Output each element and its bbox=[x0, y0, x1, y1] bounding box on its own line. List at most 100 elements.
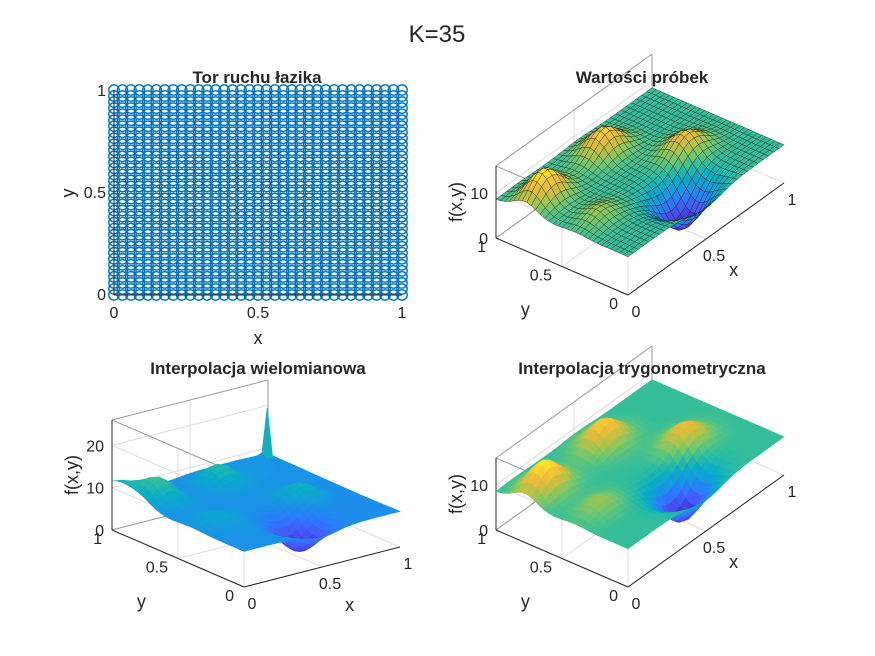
scatter-point bbox=[387, 210, 400, 223]
scatter-point bbox=[379, 114, 391, 127]
scatter-point bbox=[125, 258, 137, 271]
scatter-point bbox=[150, 156, 163, 169]
scatter-point bbox=[396, 216, 408, 229]
scatter-point bbox=[141, 96, 154, 108]
scatter-point bbox=[302, 108, 315, 121]
scatter-point bbox=[294, 84, 307, 96]
scatter-point bbox=[243, 258, 256, 271]
scatter-point bbox=[302, 271, 315, 283]
scatter-point bbox=[336, 192, 349, 205]
scatter-point bbox=[336, 186, 349, 199]
scatter-point bbox=[201, 138, 214, 151]
scatter-point bbox=[125, 234, 137, 247]
scatter-point bbox=[192, 186, 205, 199]
scatter-point bbox=[184, 84, 197, 96]
scatter-point bbox=[345, 132, 358, 145]
scatter-point bbox=[175, 132, 188, 145]
scatter-point bbox=[260, 252, 273, 265]
scatter-point bbox=[319, 180, 332, 193]
scatter-point bbox=[116, 144, 129, 157]
scatter-point bbox=[285, 277, 298, 289]
scatter-point bbox=[396, 150, 408, 163]
scatter-point bbox=[167, 222, 180, 235]
scatter-point bbox=[175, 277, 188, 289]
scatter-point bbox=[201, 283, 214, 295]
scatter-point bbox=[353, 120, 366, 133]
scatter-point bbox=[167, 216, 180, 229]
scatter-point bbox=[387, 271, 400, 283]
scatter-point bbox=[133, 283, 146, 295]
y-tick-label: 1 bbox=[93, 531, 102, 548]
scatter-point bbox=[345, 222, 358, 235]
scatter-point bbox=[141, 216, 154, 229]
scatter-point bbox=[167, 126, 180, 139]
scatter-point bbox=[370, 156, 383, 169]
scatter-point bbox=[116, 258, 129, 271]
scatter-point bbox=[379, 102, 391, 114]
x-tick-label: 0.5 bbox=[703, 248, 725, 265]
scatter-point bbox=[362, 264, 375, 277]
y-axis-label: y bbox=[521, 300, 530, 320]
scatter-point bbox=[396, 198, 408, 211]
scatter-point bbox=[150, 216, 163, 229]
scatter-point bbox=[302, 180, 315, 193]
scatter-point bbox=[294, 246, 307, 259]
scatter-point bbox=[141, 186, 154, 199]
scatter-point bbox=[116, 156, 129, 169]
scatter-point bbox=[243, 168, 256, 181]
scatter-point bbox=[353, 144, 366, 157]
scatter-point bbox=[353, 246, 366, 259]
scatter-point bbox=[125, 210, 137, 223]
scatter-point bbox=[209, 198, 222, 211]
scatter-point bbox=[294, 132, 307, 145]
scatter-point bbox=[133, 162, 146, 175]
scatter-point bbox=[175, 90, 188, 102]
scatter-point bbox=[336, 114, 349, 127]
scatter-point bbox=[218, 120, 231, 133]
scatter-point bbox=[150, 96, 163, 108]
y-tick-label: 0 bbox=[609, 296, 618, 313]
scatter-point bbox=[379, 156, 391, 169]
scatter-point bbox=[158, 132, 171, 145]
scatter-point bbox=[285, 114, 298, 127]
scatter-point bbox=[353, 156, 366, 169]
x-tick-label: 0.5 bbox=[247, 305, 269, 322]
scatter-point bbox=[252, 264, 264, 277]
scatter-point bbox=[226, 150, 239, 163]
scatter-point bbox=[311, 96, 324, 108]
scatter-point bbox=[345, 228, 358, 241]
scatter-point bbox=[285, 84, 298, 96]
scatter-point bbox=[362, 222, 375, 235]
scatter-point bbox=[243, 271, 256, 283]
scatter-point bbox=[311, 144, 324, 157]
scatter-point bbox=[396, 168, 408, 181]
scatter-point bbox=[387, 234, 400, 247]
scatter-point bbox=[319, 283, 332, 295]
scatter-point bbox=[336, 228, 349, 241]
scatter-point bbox=[302, 162, 315, 175]
scatter-point bbox=[141, 228, 154, 241]
x-tick-label: 0 bbox=[632, 596, 641, 613]
scatter-point bbox=[311, 210, 324, 223]
scatter-point bbox=[379, 126, 391, 139]
scatter-point bbox=[209, 204, 222, 217]
scatter-point bbox=[133, 240, 146, 253]
scatter-point bbox=[226, 283, 239, 295]
scatter-point bbox=[345, 283, 358, 295]
scatter-point bbox=[235, 162, 247, 175]
scatter-point bbox=[336, 126, 349, 139]
scatter-point bbox=[269, 138, 281, 151]
scatter-point bbox=[184, 168, 197, 181]
scatter-point bbox=[336, 234, 349, 247]
scatter-point bbox=[345, 156, 358, 169]
scatter-point bbox=[158, 252, 171, 265]
scatter-point bbox=[362, 277, 375, 289]
scatter-point bbox=[277, 210, 290, 223]
scatter-point bbox=[167, 258, 180, 271]
scatter-point bbox=[252, 234, 264, 247]
scatter-point bbox=[277, 126, 290, 139]
scatter-point bbox=[336, 210, 349, 223]
scatter-point bbox=[269, 277, 281, 289]
scatter-point bbox=[277, 180, 290, 193]
scatter-point bbox=[252, 150, 264, 163]
